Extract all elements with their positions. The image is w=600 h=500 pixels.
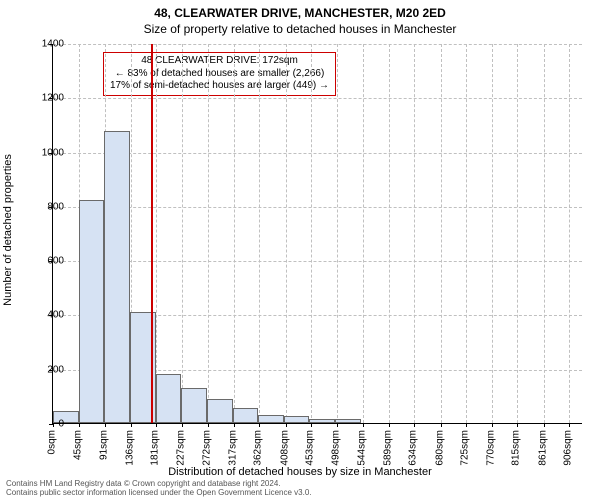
histogram-bar [258,415,284,423]
gridline-v [234,44,235,423]
xtick-mark [569,423,570,427]
gridline-h [53,207,582,208]
xtick-mark [517,423,518,427]
annotation-line1: 48 CLEARWATER DRIVE: 172sqm [110,55,329,68]
annotation-line2: ← 83% of detached houses are smaller (2,… [110,68,329,81]
gridline-h [53,44,582,45]
xtick-mark [363,423,364,427]
histogram-bar [181,388,207,423]
ytick-label: 1400 [24,39,64,50]
xtick-label: 634sqm [408,430,419,466]
histogram-bar [309,419,335,423]
xtick-mark [311,423,312,427]
xtick-mark [337,423,338,427]
xtick-label: 725sqm [460,430,471,466]
annotation-box: 48 CLEARWATER DRIVE: 172sqm ← 83% of det… [103,52,336,96]
gridline-v [544,44,545,423]
gridline-h [53,261,582,262]
gridline-v [286,44,287,423]
xtick-label: 544sqm [357,430,368,466]
histogram-bar [156,374,182,423]
ytick-label: 400 [24,310,64,321]
plot-area: 48 CLEARWATER DRIVE: 172sqm ← 83% of det… [52,44,582,424]
gridline-v [337,44,338,423]
gridline-v [441,44,442,423]
histogram-bar [335,419,361,423]
xtick-mark [105,423,106,427]
ytick-label: 600 [24,256,64,267]
xtick-mark [389,423,390,427]
xtick-label: 906sqm [563,430,574,466]
histogram-bar [79,200,105,423]
gridline-v [414,44,415,423]
footer-attribution: Contains HM Land Registry data © Crown c… [6,480,312,498]
xtick-label: 362sqm [253,430,264,466]
xtick-label: 227sqm [176,430,187,466]
histogram-bar [207,399,233,423]
histogram-bar [284,416,310,423]
chart-title-main: 48, CLEARWATER DRIVE, MANCHESTER, M20 2E… [0,0,600,20]
reference-line [151,44,153,423]
histogram-bar [104,131,130,423]
ytick-label: 800 [24,201,64,212]
gridline-v [259,44,260,423]
xtick-label: 272sqm [202,430,213,466]
chart-area: 48 CLEARWATER DRIVE: 172sqm ← 83% of det… [52,44,582,424]
xtick-mark [466,423,467,427]
gridline-v [363,44,364,423]
xtick-label: 589sqm [382,430,393,466]
xtick-label: 680sqm [434,430,445,466]
xtick-label: 181sqm [150,430,161,466]
xtick-mark [208,423,209,427]
gridline-h [53,153,582,154]
xtick-mark [441,423,442,427]
xtick-label: 136sqm [124,430,135,466]
xtick-label: 317sqm [227,430,238,466]
gridline-v [311,44,312,423]
xtick-mark [234,423,235,427]
chart-title-sub: Size of property relative to detached ho… [0,20,600,40]
xtick-label: 91sqm [98,430,109,460]
ytick-label: 1000 [24,147,64,158]
histogram-bar [233,408,259,423]
xtick-mark [492,423,493,427]
xtick-label: 815sqm [511,430,522,466]
xtick-label: 408sqm [279,430,290,466]
gridline-v [208,44,209,423]
xtick-mark [414,423,415,427]
ytick-label: 200 [24,364,64,375]
xtick-label: 861sqm [537,430,548,466]
xtick-mark [544,423,545,427]
xtick-mark [131,423,132,427]
xtick-mark [79,423,80,427]
y-axis-label: Number of detached properties [2,154,14,306]
xtick-mark [286,423,287,427]
annotation-line3: 17% of semi-detached houses are larger (… [110,80,329,93]
gridline-v [156,44,157,423]
gridline-v [389,44,390,423]
xtick-label: 498sqm [330,430,341,466]
gridline-v [517,44,518,423]
xtick-mark [259,423,260,427]
gridline-v [182,44,183,423]
xtick-mark [156,423,157,427]
xtick-label: 453sqm [305,430,316,466]
xtick-label: 770sqm [485,430,496,466]
xtick-label: 45sqm [72,430,83,460]
ytick-label: 1200 [24,93,64,104]
xtick-mark [182,423,183,427]
gridline-v [466,44,467,423]
gridline-h [53,98,582,99]
gridline-v [492,44,493,423]
ytick-label: 0 [24,419,64,430]
footer-line2: Contains public sector information licen… [6,489,312,498]
xtick-label: 0sqm [47,430,58,454]
gridline-v [569,44,570,423]
x-axis-label: Distribution of detached houses by size … [0,466,600,478]
